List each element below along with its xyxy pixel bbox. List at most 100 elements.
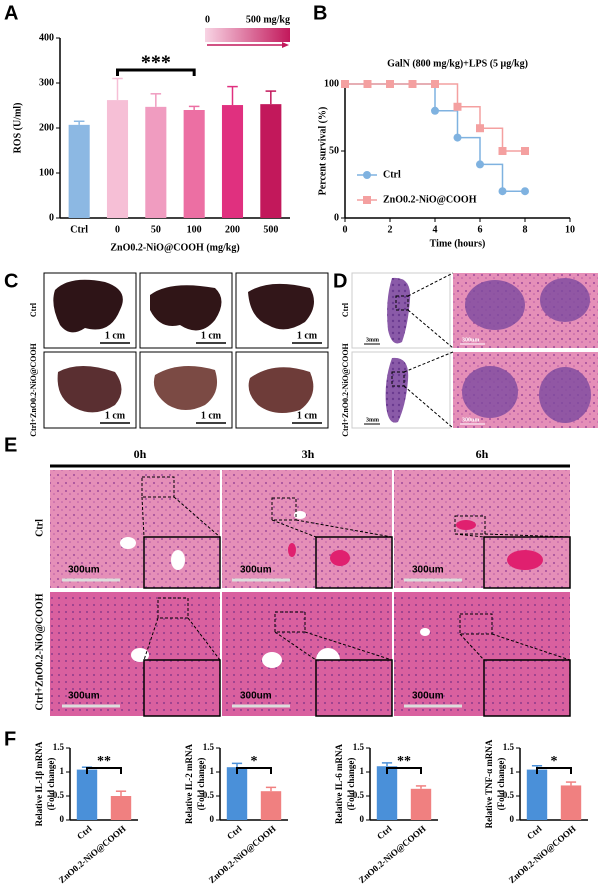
y-tick-label: 0: [334, 212, 339, 223]
bar: [226, 767, 248, 820]
marker: [363, 80, 372, 88]
line-segment: [457, 136, 481, 165]
row-label: Ctrl+ZnO0.2-NiO@COOH: [341, 342, 350, 436]
y-tick-label: 50: [329, 145, 339, 156]
significance-bracket: [536, 767, 572, 774]
significance-label: *: [551, 754, 558, 769]
panel-label: F: [4, 728, 16, 750]
legend-label: Ctrl: [383, 169, 401, 180]
scale-label: 300um: [462, 337, 479, 343]
line-segment: [412, 83, 436, 111]
scale-label: 300um: [68, 691, 100, 702]
line-segment: [480, 163, 504, 192]
scale-label: 300um: [240, 565, 272, 576]
panel-d: D Ctrl Ctrl+ZnO0.2-NiO@COOH 3mm 3mm 300u…: [333, 270, 598, 437]
y-axis-label: (Fold change): [46, 758, 56, 811]
scale-label: 1 cm: [201, 410, 222, 421]
bar: [106, 100, 129, 218]
bar: [376, 766, 398, 820]
legend-label: ZnO0.2-NiO@COOH: [383, 194, 477, 205]
x-tick-label: 0: [115, 224, 120, 235]
x-tick-label: Ctrl: [525, 823, 544, 841]
y-axis-label: ROS (U/ml): [12, 103, 23, 154]
bar: [526, 769, 548, 820]
y-tick-label: 1: [60, 766, 65, 776]
y-tick-label: 0.5: [503, 790, 515, 800]
marker: [476, 124, 484, 133]
marker: [521, 187, 529, 196]
scale-label: 300um: [412, 565, 444, 576]
line-segment: [435, 83, 459, 107]
y-tick-label: 1: [510, 766, 515, 776]
y-tick-label: 0: [360, 814, 365, 824]
bar: [560, 785, 582, 820]
y-tick-label: 1: [210, 766, 215, 776]
panel-label: C: [4, 270, 18, 292]
row-label: Ctrl: [341, 302, 350, 317]
x-tick-label: ZnO0.2-NiO@COOH: [57, 823, 128, 885]
scale-label: 3mm: [366, 337, 379, 343]
y-tick-label: 400: [39, 32, 54, 43]
y-tick-label: 0: [210, 814, 215, 824]
x-tick-label: Ctrl: [75, 823, 94, 841]
significance-label: **: [97, 754, 111, 769]
bar: [68, 124, 90, 218]
x-tick-label: 4: [433, 224, 438, 235]
column-label: 3h: [302, 447, 315, 461]
marker: [453, 102, 462, 111]
x-tick-label: 100: [187, 224, 202, 235]
legend-label: 0: [205, 14, 210, 25]
y-axis-label: (Fold change): [196, 758, 206, 811]
x-tick-label: Ctrl: [225, 823, 244, 841]
panel-label: E: [4, 434, 17, 456]
x-axis-label: Time (hours): [430, 238, 486, 249]
bar: [183, 110, 205, 218]
row-label: Ctrl+ZnO0.2-NiO@COOH: [29, 342, 38, 436]
y-tick-label: 200: [39, 122, 54, 133]
y-tick-label: 300: [39, 77, 54, 88]
significance-label: *: [251, 754, 258, 769]
y-axis-label: Relative TNF-α mRNA: [484, 739, 494, 828]
y-tick-label: 0.5: [53, 790, 65, 800]
panel-label: A: [4, 2, 18, 24]
bar: [260, 104, 282, 218]
x-tick-label: 0: [343, 224, 348, 235]
x-tick-label: Ctrl: [70, 224, 88, 235]
row-label: Ctrl+ZnO0.2-NiO@COOH: [34, 593, 45, 710]
significance-bracket: [386, 767, 422, 774]
line-segment: [435, 110, 459, 138]
bar: [110, 796, 132, 820]
x-tick-label: 2: [388, 224, 393, 235]
y-axis-label: (Fold change): [346, 758, 356, 811]
y-tick-label: 0: [60, 814, 65, 824]
marker: [431, 80, 439, 88]
scale-label: 300um: [462, 417, 479, 423]
y-tick-label: 1.5: [53, 742, 65, 752]
scale-label: 300um: [412, 691, 444, 702]
y-tick-label: 0: [49, 212, 54, 223]
marker: [363, 196, 371, 204]
scale-label: 3mm: [366, 417, 379, 423]
y-tick-label: 1.5: [203, 742, 215, 752]
marker: [453, 133, 462, 142]
significance-bracket: [116, 68, 196, 76]
y-tick-label: 100: [39, 167, 54, 178]
x-tick-label: 500: [263, 224, 278, 235]
scale-label: 300um: [68, 565, 100, 576]
significance-bracket: [236, 767, 272, 774]
marker: [341, 80, 349, 88]
x-tick-label: ZnO0.2-NiO@COOH: [207, 823, 278, 885]
marker: [476, 160, 484, 169]
marker: [498, 187, 507, 196]
significance-label: **: [397, 754, 411, 769]
row-label: Ctrl: [29, 302, 38, 317]
bar: [410, 788, 432, 820]
marker: [386, 80, 394, 88]
scale-label: 1 cm: [201, 330, 222, 341]
panel-label: B: [313, 2, 327, 24]
legend-label: 500 mg/kg: [246, 14, 290, 25]
y-axis-label: Percent survival (%): [317, 107, 328, 196]
significance-label: ***: [141, 52, 171, 74]
column-label: 6h: [476, 447, 489, 461]
